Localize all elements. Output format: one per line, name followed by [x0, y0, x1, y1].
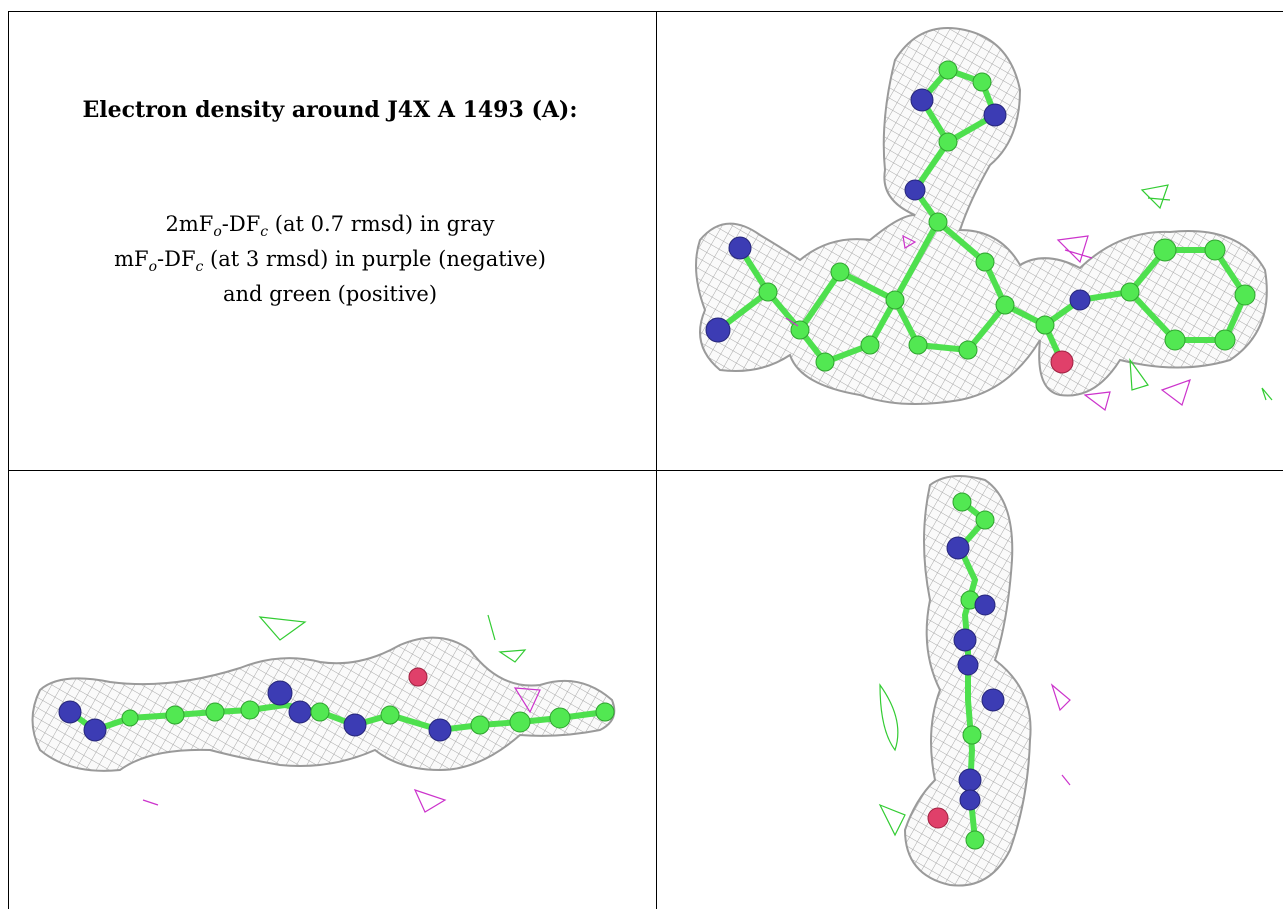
- cell-title: Electron density around J4X A 1493 (A):: [83, 97, 578, 123]
- density-view-side: [31, 614, 616, 813]
- legend-text: o: [149, 259, 157, 275]
- legend-line: 2mFo-DFc (at 0.7 rmsd) in gray: [165, 212, 494, 240]
- legend-text: 2mF: [165, 212, 213, 236]
- legend-text: -DF: [157, 247, 196, 271]
- legend-line: mFo-DFc (at 3 rmsd) in purple (negative): [114, 247, 546, 275]
- legend-text: c: [260, 224, 268, 240]
- legend-text: mF: [114, 247, 148, 271]
- density-view-end: [878, 475, 1071, 887]
- legend-line: and green (positive): [223, 282, 437, 306]
- density-view-top: [695, 27, 1273, 412]
- legend-text: (at 0.7 rmsd) in gray: [268, 212, 495, 236]
- legend-text: (at 3 rmsd) in purple (negative): [203, 247, 546, 271]
- legend-text: -DF: [222, 212, 261, 236]
- legend-text: o: [213, 224, 221, 240]
- legend-text: c: [196, 259, 204, 275]
- table-borders: [8, 11, 1283, 909]
